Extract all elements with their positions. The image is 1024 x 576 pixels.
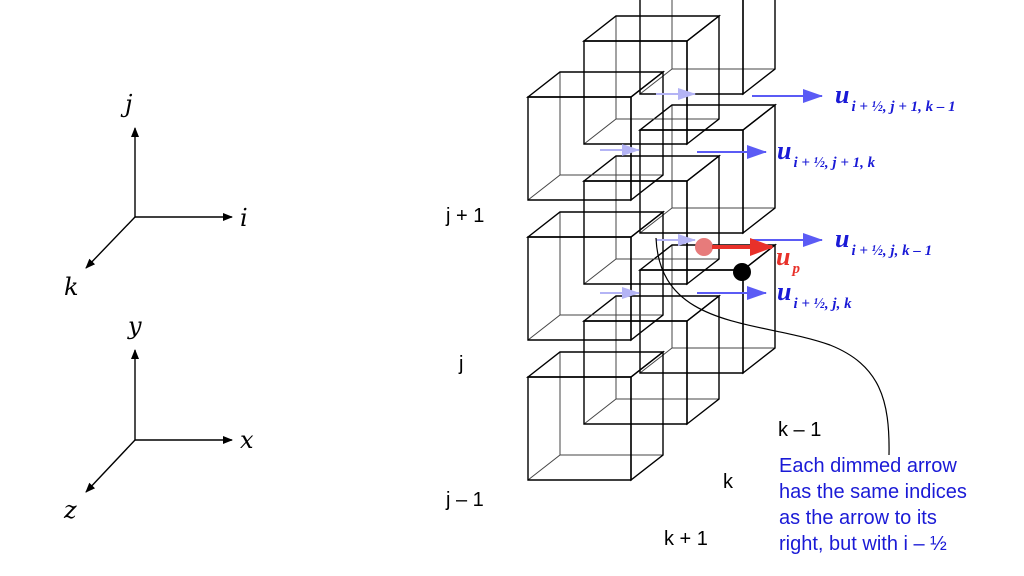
cube-face [581,155,722,182]
index-axes: j i k [64,90,248,301]
j-axis-label: j [120,90,133,118]
cube-hidden-edge [527,454,561,481]
cube-face [630,350,664,482]
depth-label-k-minus-1: k – 1 [778,419,821,441]
depth-label-k-plus-1: k + 1 [664,528,708,550]
x-axis-label: x [240,426,254,454]
row-label-j-plus-1: j + 1 [445,205,484,227]
cube-face [742,0,776,96]
cube-hidden-edge [583,258,617,285]
cube-face [742,103,776,235]
grid-cell [525,70,666,202]
dimmed-arrows [600,88,696,299]
row-label-j-minus-1: j – 1 [445,489,484,511]
cube-face [639,0,744,95]
cube-face [583,320,688,425]
cube-face [639,269,744,374]
cube-hidden-edge [527,314,561,341]
grid-cell [639,0,776,96]
cube-face [581,15,722,42]
cube-face [527,236,632,341]
grid-cell [581,154,722,286]
y-axis-label: y [127,312,142,340]
cube-hidden-edge [639,347,673,374]
cell-stack [525,0,778,482]
cube-face [637,104,778,131]
cube-hidden-edge [583,398,617,425]
z-axis [85,439,136,493]
z-axis-label: z [63,496,77,524]
cube-hidden-edge [639,68,673,95]
cube-face [686,14,720,146]
grid-cell [525,210,666,342]
particle-dot [695,238,713,256]
cube-face [639,129,744,234]
grid-cell [581,294,722,426]
depth-label-k: k [723,471,734,493]
grid-cell [581,14,722,146]
cube-hidden-edge [639,207,673,234]
grid-cell [525,350,666,482]
cube-hidden-edge [527,174,561,201]
row-label-j: j [458,353,463,375]
cube-face [686,154,720,286]
cube-face [583,180,688,285]
cube-face [527,96,632,201]
velocity-arrows [697,89,823,300]
cube-face [527,376,632,481]
grid-cell [637,103,778,235]
k-axis-label: k [64,273,79,301]
cube-hidden-edge [583,118,617,145]
k-axis [85,216,136,269]
i-axis-label: i [240,204,248,232]
grid-cell [637,243,778,375]
cube-face [525,71,666,98]
cube-face [742,243,776,375]
cell-center-dot [733,263,751,281]
particle [695,238,774,281]
callout-leader [655,237,890,456]
explanatory-note: Each dimmed arrow has the same indices a… [779,455,972,555]
coordinate-axes: y x z [63,312,254,524]
cube-face [583,40,688,145]
